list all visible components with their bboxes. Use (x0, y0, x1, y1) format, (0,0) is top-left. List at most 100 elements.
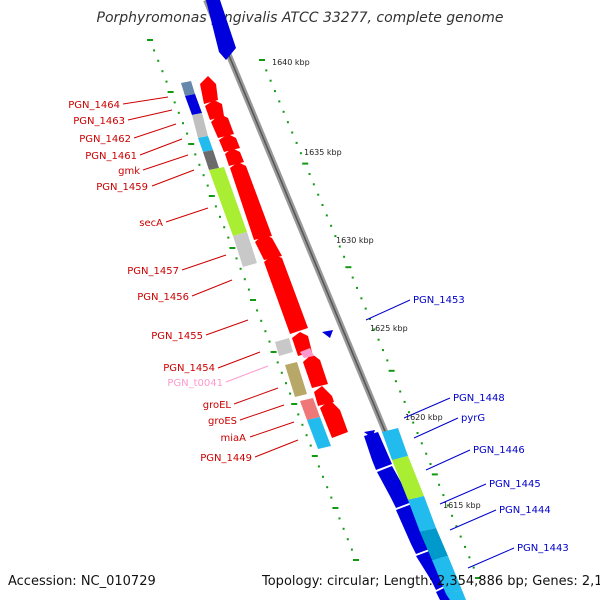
tick-mark (305, 434, 308, 437)
tick-mark (334, 235, 337, 238)
tick-mark (182, 122, 184, 125)
gene-box (285, 362, 307, 397)
tick-mark (322, 475, 324, 478)
leader-line-trna (225, 365, 269, 383)
tick-mark (198, 163, 201, 166)
gene-box (432, 556, 462, 594)
gene-box (307, 417, 331, 449)
topology-label: Topology: circular; Length: 2,354,886 bp… (262, 574, 600, 589)
tick-mark (276, 361, 279, 364)
gene-label: PGN_1461 (85, 151, 137, 162)
tick-mark (208, 195, 215, 197)
tick-mark (420, 442, 423, 445)
tick-mark (311, 455, 318, 457)
tick-mark (442, 494, 445, 497)
gene-box (408, 496, 436, 532)
cds-arrow (230, 162, 272, 240)
tick-mark (265, 69, 268, 72)
gene-labels-left[interactable]: PGN_1464 PGN_1463 PGN_1462 PGN_1461 gmk … (68, 100, 252, 464)
gene-arrows-blue[interactable] (364, 432, 452, 600)
gene-box (203, 150, 219, 170)
scale-label: 1615 kbp (443, 501, 481, 510)
gene-labels-right[interactable]: PGN_1453 PGN_1448 pyrG PGN_1446 PGN_1445… (413, 295, 569, 554)
tick-mark (399, 390, 402, 393)
tick-mark (317, 193, 320, 196)
gene-label: PGN_1444 (499, 505, 551, 516)
tick-mark (223, 226, 226, 229)
tick-mark (356, 286, 358, 289)
tick-mark (177, 111, 180, 114)
tick-mark (202, 174, 205, 177)
tick-mark (338, 245, 341, 248)
tick-mark (388, 369, 395, 372)
tick-mark (206, 184, 209, 187)
cds-arrow (320, 400, 348, 438)
gene-label: PGN_1453 (413, 295, 465, 306)
tick-mark (157, 59, 160, 62)
gene-label: PGN_1455 (151, 331, 203, 342)
tick-mark (317, 465, 320, 468)
scale-label: 1635 kbp (304, 148, 342, 157)
gene-box (185, 94, 202, 115)
scale-label: 1620 kbp (405, 413, 443, 422)
tick-mark (429, 463, 432, 465)
cds-arrow (303, 354, 328, 388)
gene-box (300, 398, 320, 420)
tick-mark (274, 90, 276, 93)
gene-box (392, 456, 424, 500)
leader-lines-left (122, 96, 299, 458)
cds-arrow (200, 76, 218, 104)
tick-mark (173, 101, 176, 104)
tick-mark (459, 535, 462, 538)
tick-mark (153, 49, 156, 52)
gene-boxes-left[interactable] (181, 81, 331, 449)
tick-mark (214, 205, 217, 208)
tick-mark (270, 351, 277, 353)
gene-box (192, 113, 208, 138)
tick-mark (161, 70, 164, 73)
tick-mark (302, 162, 309, 165)
tick-mark (165, 80, 168, 83)
cds-arrow (377, 466, 412, 508)
gene-box (382, 428, 408, 460)
gene-label: PGN_1464 (68, 100, 120, 111)
tick-mark (403, 400, 406, 403)
tick-mark (345, 266, 352, 269)
tick-mark (308, 173, 311, 175)
tick-mark (278, 100, 281, 103)
gene-box (275, 338, 293, 356)
tick-mark (338, 517, 341, 520)
tick-mark (264, 330, 267, 333)
tick-mark (373, 328, 376, 331)
blue-marker[interactable] (322, 330, 333, 338)
tick-mark (250, 299, 256, 301)
leader-lines-right (365, 299, 515, 569)
tick-mark (472, 566, 475, 569)
tick-mark (416, 432, 419, 434)
tick-mark (286, 121, 289, 124)
inner-ticks (147, 39, 359, 561)
gene-label: PGN_1459 (96, 182, 148, 193)
cds-arrow (364, 432, 392, 470)
gene-box (209, 167, 247, 236)
tick-mark (167, 91, 174, 93)
gene-label: gmk (118, 166, 140, 177)
cds-arrow (255, 234, 282, 260)
accession-label: Accession: NC_010729 (8, 574, 156, 589)
tick-mark (394, 380, 397, 383)
tick-mark (235, 257, 238, 260)
tick-mark (407, 411, 410, 414)
gene-arrows-red[interactable] (200, 76, 348, 438)
gene-top-blue[interactable] (206, 0, 236, 60)
tick-mark (431, 473, 438, 476)
gene-boxes-right[interactable] (382, 428, 466, 600)
tick-mark (446, 504, 449, 507)
trna-arrow[interactable] (300, 348, 314, 358)
tick-mark (256, 309, 259, 312)
scale-label: 1630 kbp (336, 236, 374, 245)
tick-mark (289, 392, 292, 395)
scale-label: 1625 kbp (370, 324, 408, 333)
cds-arrow (219, 134, 240, 152)
gene-label: PGN_1445 (489, 479, 541, 490)
